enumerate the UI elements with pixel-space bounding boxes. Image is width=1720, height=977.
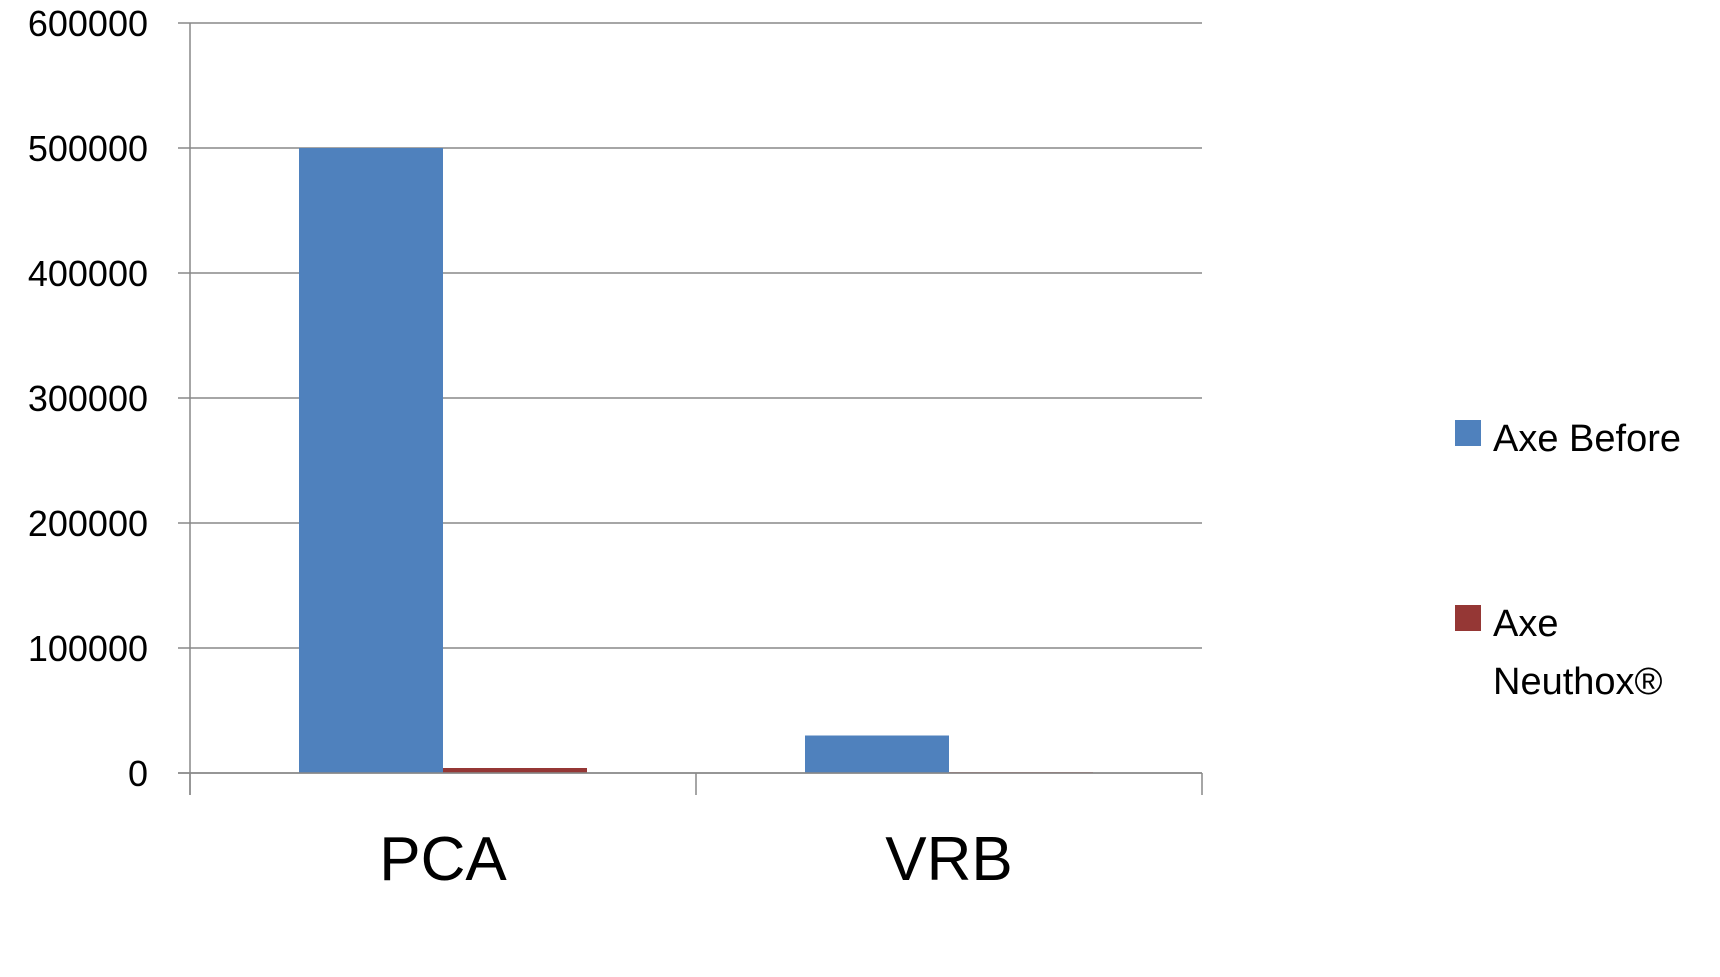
legend-swatch-axe-before (1455, 420, 1481, 446)
y-tick-label-300000: 300000 (28, 378, 148, 419)
legend-swatch-axe-neuthox (1455, 605, 1481, 631)
bar-pca-axe-neuthox (443, 768, 587, 773)
y-tick-label-500000: 500000 (28, 128, 148, 169)
axes (178, 23, 1203, 795)
y-tick-label-400000: 400000 (28, 253, 148, 294)
x-category-label-vrb: VRB (885, 825, 1012, 894)
legend-item-axe-before: Axe Before (1455, 410, 1715, 468)
legend-label-axe-before: Axe Before (1493, 418, 1681, 460)
x-axis-category-labels: PCA VRB (379, 825, 1012, 894)
bar-vrb-axe-before (805, 735, 949, 773)
legend-item-axe-neuthox: Axe Neuthox® (1455, 595, 1715, 711)
y-tick-label-100000: 100000 (28, 628, 148, 669)
legend-label-axe-neuthox: Axe Neuthox® (1493, 603, 1663, 703)
bar-pca-axe-before (299, 148, 443, 773)
x-category-label-pca: PCA (379, 825, 507, 894)
y-tick-label-0: 0 (128, 753, 148, 794)
y-tick-label-200000: 200000 (28, 503, 148, 544)
y-tick-label-600000: 600000 (28, 3, 148, 44)
y-axis-tick-labels: 0 100000 200000 300000 400000 500000 600000 (28, 3, 148, 794)
legend: Axe Before Axe Neuthox® (1455, 410, 1715, 711)
bars (299, 148, 1093, 773)
